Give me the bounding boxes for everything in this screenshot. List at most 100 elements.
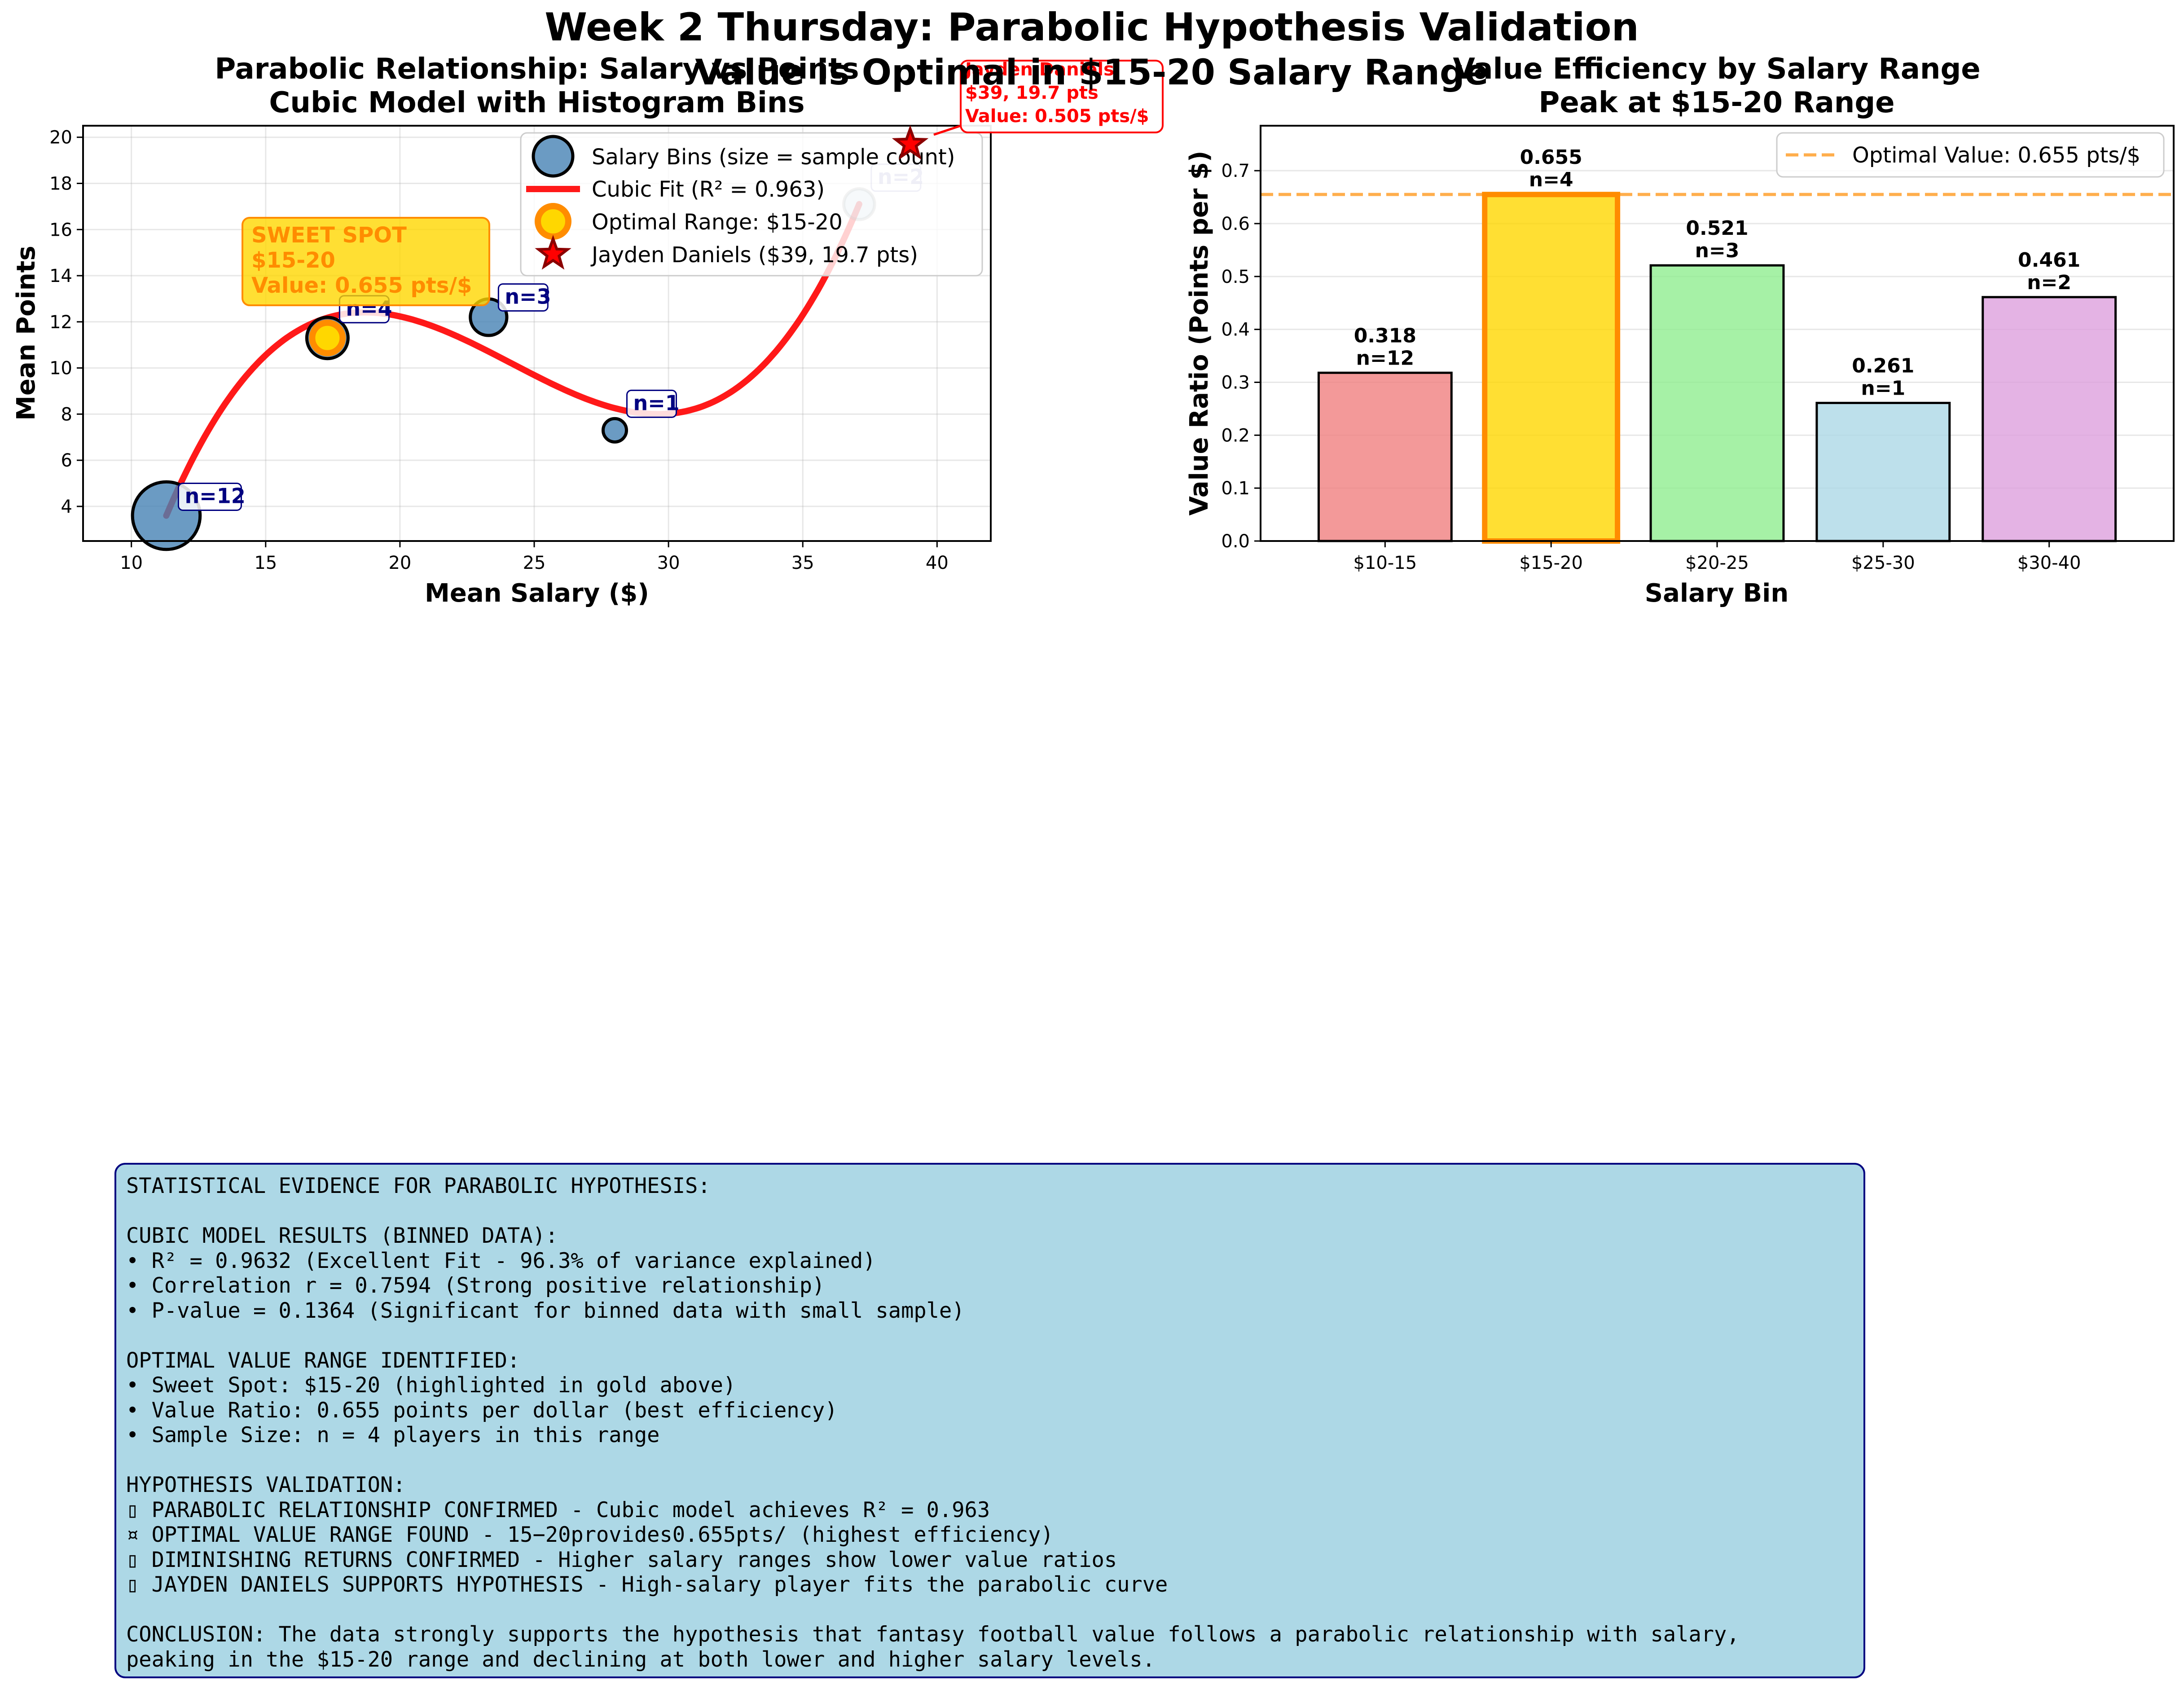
value-bar [1649, 264, 1785, 542]
y-tick-label: 14 [49, 266, 72, 286]
y-tick-label: 4 [61, 497, 72, 517]
evidence-line: • Value Ratio: 0.655 points per dollar (… [126, 1398, 838, 1423]
bar-title-line1: Value Efficiency by Salary Range [1453, 53, 1980, 86]
bin-count-label: n=3 [497, 283, 551, 312]
bar-title-line2: Peak at $15-20 Range [1538, 86, 1894, 119]
value-bar [1317, 371, 1453, 542]
y-tick-label: 0.3 [1221, 372, 1250, 393]
y-tick-label: 0.7 [1221, 161, 1250, 181]
bar-count-label: n=1 [1861, 377, 1905, 400]
y-tick-label: 0.1 [1221, 478, 1250, 499]
overlay-title: Value is Optimal in $15-20 Salary Range [695, 53, 1488, 93]
legend-entry-fit: Cubic Fit (R² = 0.963) [592, 177, 825, 202]
bar-count-label: n=12 [1356, 347, 1414, 370]
legend-entry-optimal: Optimal Range: $15-20 [592, 210, 843, 235]
scatter-title-line1: Parabolic Relationship: Salary vs Points [215, 53, 859, 86]
scatter-title-line2: Cubic Model with Histogram Bins [269, 86, 804, 119]
x-tick-label: 15 [254, 553, 277, 573]
y-tick-label: 0.6 [1221, 214, 1250, 234]
legend-bin-marker [532, 135, 575, 178]
bar-panel: Value Efficiency by Salary Range Peak at… [1185, 53, 2175, 608]
evidence-line: CONCLUSION: The data strongly supports t… [126, 1622, 1740, 1647]
jayden-annotation: Jayden Daniels $39, 19.7 pts Value: 0.50… [933, 59, 1164, 136]
bar-ticks: 0.0 0.1 0.2 0.3 0.4 0.5 0.6 0.7 $10-15 $15-20 $20-… [1221, 161, 2081, 573]
bin-label-box [497, 283, 549, 312]
x-tick-label: $10-15 [1353, 553, 1417, 573]
bar-value-label: 0.521 [1686, 217, 1748, 240]
bin-count-label: n=1 [626, 389, 680, 418]
value-bar [1982, 296, 2117, 542]
y-tick-label: 8 [61, 404, 72, 425]
y-tick-label: 0.5 [1221, 267, 1250, 287]
evidence-line: peaking in the $15-20 range and declinin… [126, 1647, 1156, 1672]
y-tick-label: 0.4 [1221, 320, 1250, 340]
x-tick-label: 10 [120, 553, 143, 573]
y-tick-label: 20 [49, 128, 72, 148]
jayden-arrow [933, 124, 961, 136]
y-tick-label: 16 [49, 220, 72, 240]
bar-value-label: 0.461 [2018, 249, 2080, 272]
bin-label-box [626, 389, 677, 418]
y-tick-label: 0.2 [1221, 425, 1250, 446]
evidence-line [126, 1323, 1854, 1348]
bin-label-box [177, 482, 242, 511]
sweet-spot-line3: Value: 0.655 pts/$ [251, 273, 472, 298]
evidence-line: ¤ OPTIMAL VALUE RANGE FOUND - 15−20provi… [126, 1522, 1054, 1547]
bin-label-text: n=12 [185, 484, 245, 508]
bar-plot-frame [1260, 125, 2175, 542]
scatter-panel: Parabolic Relationship: Salary vs Points… [12, 53, 1164, 608]
y-tick-label: 0.0 [1221, 531, 1250, 552]
evidence-line: STATISTICAL EVIDENCE FOR PARABOLIC HYPOT… [126, 1174, 711, 1198]
value-bar [1815, 401, 1951, 542]
value-bar [1482, 192, 1621, 544]
scatter-plot-frame [82, 125, 992, 542]
scatter-xlabel: Mean Salary ($) [425, 579, 649, 608]
jayden-box-line1: Jayden Daniels [964, 59, 1114, 80]
y-tick-label: 10 [49, 358, 72, 379]
bar-count-label: n=2 [2027, 271, 2071, 294]
sweet-spot-line2: $15-20 [251, 248, 335, 273]
x-tick-label: 35 [791, 553, 814, 573]
optimal-range-point [309, 319, 346, 356]
x-tick-label: $30-40 [2017, 553, 2081, 573]
evidence-line: • Sweet Spot: $15-20 (highlighted in gol… [126, 1373, 736, 1398]
bar-count-label: n=3 [1695, 239, 1740, 262]
bar-value-label: 0.655 [1520, 146, 1582, 169]
y-tick-label: 12 [49, 312, 72, 333]
jayden-box-line2: $39, 19.7 pts [965, 83, 1099, 103]
bar-ylabel: Value Ratio (Points per $) [1185, 151, 1214, 516]
legend-star-icon [535, 235, 571, 270]
evidence-line: OPTIMAL VALUE RANGE IDENTIFIED: [126, 1348, 520, 1373]
jayden-star-icon [892, 125, 929, 160]
legend-entry-jayden: Jayden Daniels ($39, 19.7 pts) [590, 242, 918, 268]
scatter-ylabel: Mean Points [12, 246, 41, 421]
x-tick-label: $25-30 [1851, 553, 1915, 573]
bin-label-text: n=1 [633, 391, 679, 415]
evidence-line: ▯ DIMINISHING RETURNS CONFIRMED - Higher… [126, 1547, 1117, 1572]
cubic-fit-line [163, 201, 862, 519]
y-tick-label: 6 [61, 450, 72, 471]
bin-label-text: n=3 [505, 285, 551, 309]
bar-xlabel: Salary Bin [1645, 579, 1789, 608]
legend-optimal-marker [535, 203, 571, 240]
y-tick-label: 18 [49, 173, 72, 194]
evidence-line [126, 1448, 1854, 1473]
sweet-spot-annotation: SWEET SPOT $15-20 Value: 0.655 pts/$ [242, 217, 490, 306]
x-tick-label: 25 [523, 553, 546, 573]
legend-entry-optimal-value: Optimal Value: 0.655 pts/$ [1852, 143, 2140, 168]
legend-entry-bins: Salary Bins (size = sample count) [592, 145, 955, 170]
bin-count-label: n=12 [177, 482, 246, 511]
evidence-line [126, 1199, 1854, 1224]
jayden-marker [892, 125, 929, 160]
jayden-box-line3: Value: 0.505 pts/$ [965, 106, 1149, 127]
evidence-line: • Correlation r = 0.7594 (Strong positiv… [126, 1273, 825, 1298]
x-tick-label: 30 [657, 553, 680, 573]
bar-value-label: 0.261 [1852, 354, 1914, 377]
salary-bin-point [601, 417, 628, 444]
evidence-line: ▯ JAYDEN DANIELS SUPPORTS HYPOTHESIS - H… [126, 1572, 1168, 1597]
evidence-line: ▯ PARABOLIC RELATIONSHIP CONFIRMED - Cub… [126, 1497, 990, 1522]
evidence-line: • R² = 0.9632 (Excellent Fit - 96.3% of … [126, 1248, 876, 1273]
evidence-line: • P-value = 0.1364 (Significant for binn… [126, 1298, 965, 1323]
